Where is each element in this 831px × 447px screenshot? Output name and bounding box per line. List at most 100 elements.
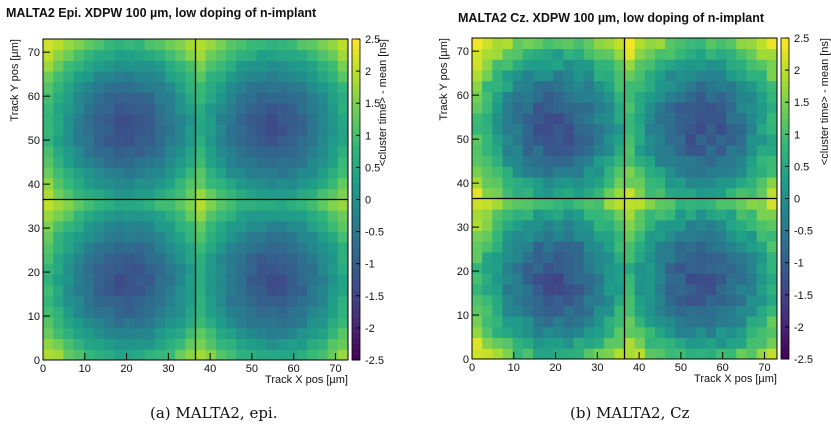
heatmap-cell bbox=[73, 167, 85, 179]
heatmap-cell bbox=[766, 305, 778, 317]
heatmap-cell bbox=[266, 295, 278, 307]
heatmap-cell bbox=[756, 145, 768, 157]
heatmap-cell bbox=[53, 253, 64, 265]
x-tick-label: 20 bbox=[120, 363, 132, 375]
y-tick-label: 70 bbox=[28, 47, 40, 59]
heatmap-cell bbox=[43, 327, 54, 339]
heatmap-cell bbox=[165, 178, 176, 190]
heatmap-cell bbox=[287, 81, 298, 93]
heatmap-cell bbox=[215, 253, 227, 265]
heatmap-cell bbox=[337, 135, 349, 147]
heatmap-cell bbox=[533, 219, 544, 231]
heatmap-cell bbox=[266, 113, 278, 125]
heatmap-cell bbox=[276, 317, 288, 329]
heatmap-cell bbox=[276, 263, 288, 275]
heatmap-cell bbox=[236, 285, 247, 297]
heatmap-cell bbox=[104, 242, 115, 254]
heatmap-cell bbox=[512, 209, 524, 221]
heatmap-cell bbox=[685, 123, 697, 135]
heatmap-cell bbox=[215, 135, 227, 147]
heatmap-cell bbox=[543, 305, 554, 317]
heatmap-cell bbox=[736, 294, 747, 306]
heatmap-cell bbox=[246, 124, 257, 136]
heatmap-cell bbox=[634, 230, 646, 242]
heatmap-cell bbox=[472, 123, 483, 135]
heatmap-cell bbox=[695, 209, 707, 221]
x-tick-label: 60 bbox=[717, 362, 729, 374]
heatmap-cell bbox=[104, 124, 115, 136]
heatmap-cell bbox=[644, 80, 656, 92]
heatmap-cell bbox=[716, 91, 727, 103]
heatmap-cell bbox=[337, 242, 349, 254]
heatmap-cell bbox=[195, 103, 207, 115]
heatmap-cell bbox=[317, 338, 329, 350]
heatmap-cell bbox=[726, 348, 737, 360]
heatmap-cell bbox=[266, 210, 278, 222]
heatmap-cell bbox=[256, 71, 268, 83]
heatmap-cell bbox=[675, 294, 686, 306]
heatmap-cell bbox=[522, 230, 534, 242]
heatmap-cell bbox=[746, 348, 758, 360]
heatmap-cell bbox=[144, 71, 156, 83]
heatmap-cell bbox=[573, 80, 585, 92]
heatmap-cell bbox=[685, 145, 697, 157]
heatmap-cell bbox=[665, 155, 676, 167]
heatmap-cell bbox=[154, 199, 166, 211]
colorbar-segment bbox=[352, 253, 360, 259]
heatmap-cell bbox=[297, 103, 308, 115]
heatmap-cell bbox=[226, 242, 237, 254]
heatmap-cell bbox=[756, 91, 768, 103]
heatmap-cell bbox=[634, 337, 646, 349]
heatmap-cell bbox=[327, 349, 339, 361]
heatmap-cell bbox=[297, 295, 308, 307]
heatmap-cell bbox=[522, 134, 534, 146]
heatmap-cell bbox=[644, 166, 656, 178]
heatmap-cell bbox=[287, 199, 298, 211]
heatmap-cell bbox=[337, 253, 349, 265]
colorbar-tick-label: 1.5 bbox=[794, 97, 809, 109]
heatmap-cell bbox=[492, 209, 503, 221]
heatmap-cell bbox=[144, 49, 156, 61]
heatmap-cell bbox=[573, 123, 585, 135]
colorbar-tick-label: -2.5 bbox=[794, 354, 813, 366]
heatmap-cell bbox=[195, 231, 207, 243]
heatmap-cell bbox=[573, 70, 585, 82]
heatmap-cell bbox=[655, 241, 666, 253]
heatmap-cell bbox=[195, 295, 207, 307]
heatmap-cell bbox=[502, 112, 514, 124]
heatmap-cell bbox=[154, 92, 166, 104]
heatmap-cell bbox=[726, 123, 737, 135]
heatmap-cell bbox=[287, 263, 298, 275]
colorbar-segment bbox=[781, 80, 789, 87]
heatmap-cell bbox=[644, 326, 656, 338]
heatmap-cell bbox=[522, 252, 534, 264]
heatmap-cell bbox=[756, 59, 768, 71]
heatmap-cell bbox=[482, 337, 493, 349]
heatmap-cell bbox=[327, 263, 339, 275]
heatmap-cell bbox=[93, 295, 105, 307]
heatmap-cell bbox=[104, 178, 115, 190]
heatmap-cell bbox=[63, 156, 74, 168]
heatmap-cell bbox=[583, 284, 595, 296]
heatmap-cell bbox=[114, 220, 125, 232]
heatmap-cell bbox=[307, 285, 318, 297]
colorbar-segment bbox=[352, 263, 360, 270]
heatmap-cell bbox=[594, 134, 605, 146]
heatmap-cell bbox=[43, 124, 54, 136]
heatmap-cell bbox=[205, 146, 217, 158]
heatmap-cell bbox=[236, 263, 247, 275]
heatmap-cell bbox=[533, 38, 544, 50]
heatmap-cell bbox=[307, 49, 318, 61]
heatmap-cell bbox=[482, 305, 493, 317]
heatmap-cell bbox=[583, 262, 595, 274]
heatmap-cell bbox=[573, 102, 585, 114]
heatmap-cell bbox=[573, 284, 585, 296]
heatmap-cell bbox=[165, 124, 176, 136]
heatmap-cell bbox=[492, 241, 503, 253]
heatmap-cell bbox=[175, 242, 186, 254]
heatmap-cell bbox=[205, 231, 217, 243]
heatmap-cell bbox=[297, 306, 308, 318]
heatmap-cell bbox=[583, 294, 595, 306]
heatmap-cell bbox=[675, 145, 686, 157]
heatmap-cell bbox=[675, 198, 686, 210]
